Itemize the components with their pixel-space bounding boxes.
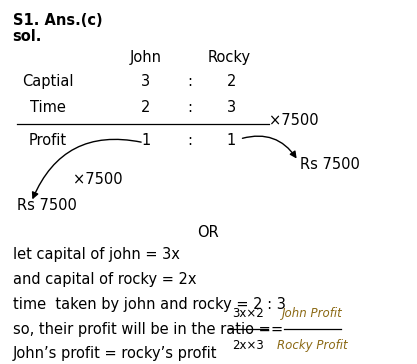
Text: ×7500: ×7500 (73, 171, 123, 187)
Text: ×7500: ×7500 (269, 113, 319, 128)
Text: John: John (130, 50, 162, 65)
Text: Profit: Profit (29, 132, 67, 148)
Text: Rocky: Rocky (208, 50, 251, 65)
Text: let capital of john = 3x: let capital of john = 3x (13, 247, 179, 262)
Text: Rs 7500: Rs 7500 (300, 157, 360, 172)
Text: :: : (187, 74, 192, 90)
Text: John’s profit = rocky’s profit: John’s profit = rocky’s profit (13, 346, 217, 361)
Text: :: : (187, 132, 192, 148)
Text: Rs 7500: Rs 7500 (17, 198, 77, 213)
Text: 3: 3 (141, 74, 151, 90)
Text: OR: OR (198, 225, 219, 240)
Text: and capital of rocky = 2x: and capital of rocky = 2x (13, 272, 196, 287)
Text: :: : (187, 100, 192, 115)
Text: Rocky Profit: Rocky Profit (277, 339, 348, 352)
Text: sol.: sol. (13, 29, 42, 44)
Text: 3x×2: 3x×2 (232, 306, 264, 320)
Text: 2: 2 (227, 74, 236, 90)
Text: 2: 2 (141, 100, 151, 115)
Text: so, their profit will be in the ratio =: so, their profit will be in the ratio = (13, 321, 275, 337)
Text: Time: Time (30, 100, 66, 115)
Text: 2x×3: 2x×3 (232, 339, 264, 352)
Text: John Profit: John Profit (282, 306, 343, 320)
Text: =: = (270, 321, 283, 337)
Text: Captial: Captial (22, 74, 74, 90)
Text: 1: 1 (227, 132, 236, 148)
Text: 1: 1 (141, 132, 151, 148)
Text: S1. Ans.(c): S1. Ans.(c) (13, 13, 102, 28)
Text: time  taken by john and rocky = 2 : 3: time taken by john and rocky = 2 : 3 (13, 297, 285, 312)
Text: 3: 3 (227, 100, 236, 115)
